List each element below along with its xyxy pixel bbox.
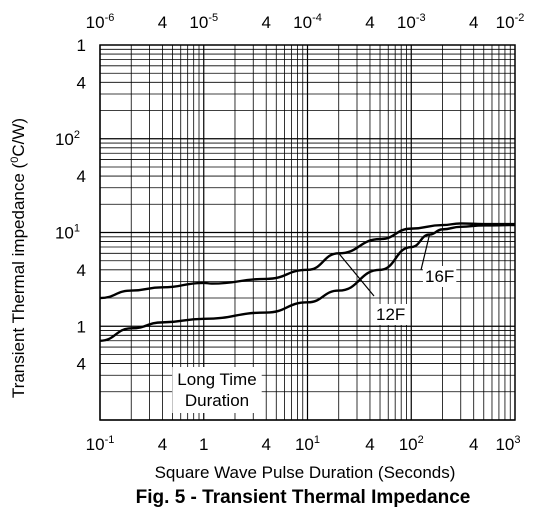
long-time-duration-bg: [172, 367, 262, 413]
x-tick-label: 1: [199, 435, 208, 454]
y-tick-label: 1: [77, 36, 86, 55]
x-tick-label: 4: [365, 435, 374, 454]
leader-line-12f: [338, 252, 375, 297]
long-time-duration-line1: Long Time: [177, 370, 256, 389]
label-16f-bg: [423, 266, 457, 287]
leader-lines: [338, 234, 431, 297]
x-top-tick-label: 4: [365, 13, 374, 32]
series-label-12f: 12F: [376, 305, 405, 324]
x-tick-label: 4: [261, 435, 270, 454]
x-top-tick-label: 4: [261, 13, 270, 32]
x-tick-label: 4: [469, 435, 478, 454]
y-tick-label: 4: [77, 355, 86, 374]
y-tick-label: 101: [55, 223, 80, 243]
y-axis-label-main: Transient Thermal impedance (: [9, 162, 28, 398]
x-tick-label: 103: [495, 434, 520, 454]
x-top-tick-label: 10-4: [293, 12, 322, 32]
series-line-16f: [99, 223, 516, 342]
y-tick-label: 4: [77, 73, 86, 92]
x-top-tick-label: 10-3: [397, 12, 426, 32]
x-tick-label: 102: [399, 434, 424, 454]
x-top-tick-label: 10-5: [189, 12, 218, 32]
leader-line-16f: [420, 234, 431, 271]
y-tick-label: 4: [77, 167, 86, 186]
series-line-12f: [99, 222, 515, 300]
figure-title: Fig. 5 - Transient Thermal Impedance: [136, 487, 471, 508]
x-top-tick-label: 4: [158, 13, 167, 32]
long-time-duration-line2: Duration: [185, 391, 249, 410]
series-layer: [99, 222, 516, 342]
x-top-tick-label: 10-2: [496, 12, 525, 32]
y-tick-label: 102: [55, 129, 80, 149]
x-tick-label: 4: [158, 435, 167, 454]
tick-labels: 10-1 4 1 4 101 4 102 4 103 10-6 4 10-5 4 10-4 4 10-3 4 10…: [55, 12, 524, 454]
y-axis-label: Transient Thermal impedance (0C/W): [9, 118, 28, 398]
x-tick-label: 101: [295, 434, 320, 454]
x-tick-label: 10-1: [86, 434, 115, 454]
label-12f-bg: [374, 304, 408, 325]
series-label-16f: 16F: [425, 267, 454, 286]
x-axis-label: Square Wave Pulse Duration (Seconds): [155, 463, 456, 482]
y-axis-label-unit: C/W): [9, 118, 28, 157]
y-tick-label: 4: [77, 261, 86, 280]
x-top-tick-label: 4: [469, 13, 478, 32]
y-axis-label-degree: 0: [9, 157, 21, 163]
chart-grid: [99, 45, 515, 421]
x-top-tick-label: 10-6: [86, 12, 115, 32]
plot-frame: [99, 44, 516, 421]
y-tick-label: 1: [77, 317, 86, 336]
